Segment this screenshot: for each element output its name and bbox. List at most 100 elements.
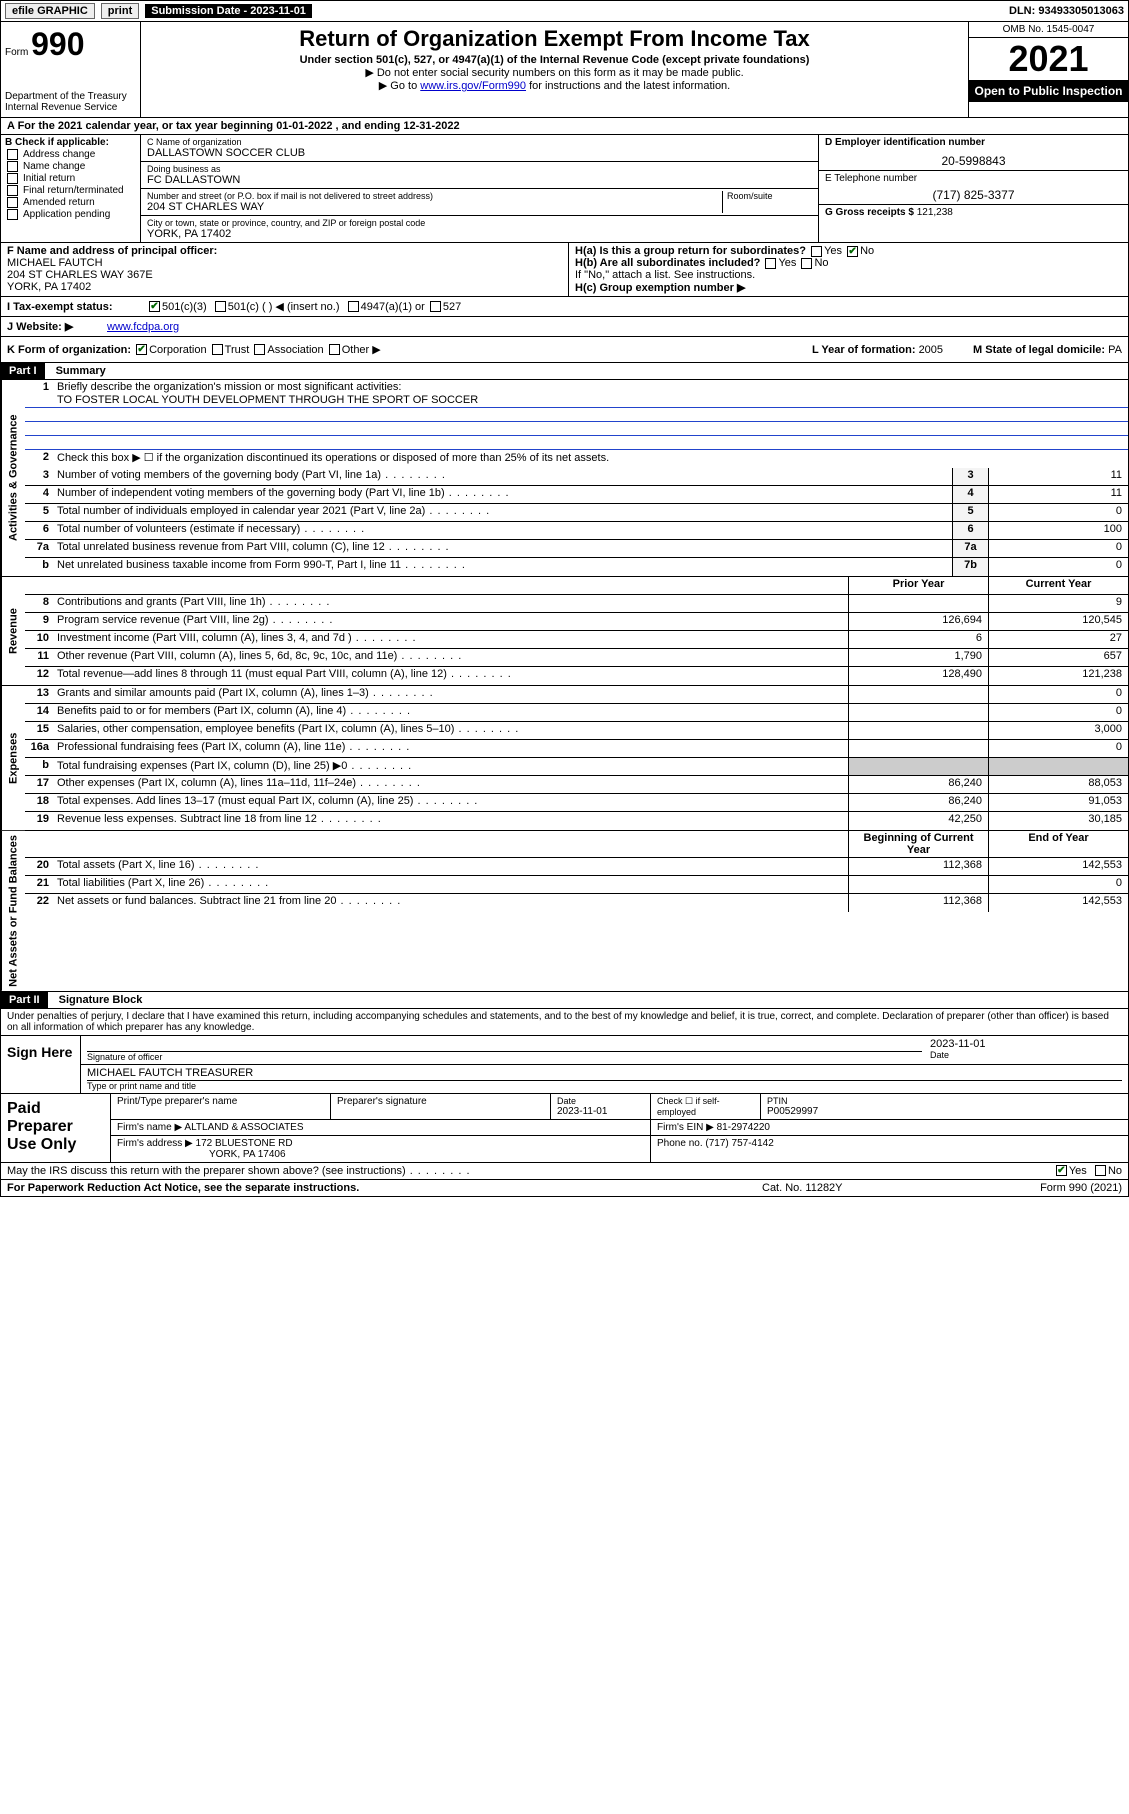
- prior-value: 86,240: [848, 776, 988, 793]
- line-value: 0: [988, 540, 1128, 557]
- ha-yes-checkbox[interactable]: [811, 246, 822, 257]
- line-text: Total assets (Part X, line 16): [53, 858, 848, 875]
- line-num: 9: [25, 613, 53, 630]
- prior-value: 112,368: [848, 858, 988, 875]
- line-num: b: [25, 558, 53, 576]
- prep-date-label: Date: [557, 1096, 644, 1106]
- prep-phone-label: Phone no.: [657, 1138, 703, 1149]
- header-subtitle-1: Under section 501(c), 527, or 4947(a)(1)…: [149, 54, 960, 66]
- end-year-header: End of Year: [988, 831, 1128, 857]
- line-box: 5: [952, 504, 988, 521]
- prep-sig-label: Preparer's signature: [331, 1094, 551, 1119]
- mission-text: TO FOSTER LOCAL YOUTH DEVELOPMENT THROUG…: [25, 394, 1128, 408]
- header-subtitle-3: ▶ Go to www.irs.gov/Form990 for instruct…: [149, 79, 960, 92]
- chk-trust[interactable]: [212, 344, 223, 355]
- current-value: 0: [988, 704, 1128, 721]
- line-box: 3: [952, 468, 988, 485]
- chk-501c3[interactable]: [149, 301, 160, 312]
- ha-no-checkbox[interactable]: [847, 246, 858, 257]
- current-value: 0: [988, 876, 1128, 893]
- page-footer: For Paperwork Reduction Act Notice, see …: [0, 1180, 1129, 1197]
- ein-row: D Employer identification number 20-5998…: [819, 135, 1128, 171]
- website-link[interactable]: www.fcdpa.org: [107, 321, 179, 333]
- chk-application-pending[interactable]: Application pending: [5, 209, 136, 220]
- chk-501c[interactable]: [215, 301, 226, 312]
- chk-initial-return[interactable]: Initial return: [5, 173, 136, 184]
- sig-date-label: Date: [930, 1050, 1122, 1060]
- print-button[interactable]: print: [101, 3, 139, 19]
- chk-corporation[interactable]: [136, 344, 147, 355]
- current-value: 3,000: [988, 722, 1128, 739]
- current-value: 0: [988, 686, 1128, 703]
- header-subtitle-2: ▶ Do not enter social security numbers o…: [149, 66, 960, 79]
- form-label: Form: [5, 47, 28, 58]
- row-i-tax-status: I Tax-exempt status: 501(c)(3) 501(c) ( …: [0, 297, 1129, 317]
- side-revenue: Revenue: [1, 577, 25, 685]
- self-employed-check[interactable]: Check ☐ if self-employed: [651, 1094, 761, 1119]
- prior-value: 1,790: [848, 649, 988, 666]
- summary-line-7a: 7aTotal unrelated business revenue from …: [25, 540, 1128, 558]
- chk-final-return[interactable]: Final return/terminated: [5, 185, 136, 196]
- line-text: Revenue less expenses. Subtract line 18 …: [53, 812, 848, 830]
- prior-value: 128,490: [848, 667, 988, 685]
- chk-name-change[interactable]: Name change: [5, 161, 136, 172]
- dba-name: FC DALLASTOWN: [147, 174, 812, 186]
- prior-value: [848, 595, 988, 612]
- prior-value: [848, 704, 988, 721]
- line-value: 11: [988, 468, 1128, 485]
- row-j-website: J Website: ▶ www.fcdpa.org: [0, 317, 1129, 337]
- irs-link[interactable]: www.irs.gov/Form990: [420, 80, 526, 92]
- rev-header-row: Prior Year Current Year: [25, 577, 1128, 595]
- summary-line-20: 20Total assets (Part X, line 16)112,3681…: [25, 858, 1128, 876]
- row-f-h: F Name and address of principal officer:…: [0, 243, 1129, 297]
- hc-label: H(c) Group exemption number ▶: [575, 282, 745, 294]
- org-name: DALLASTOWN SOCCER CLUB: [147, 147, 812, 159]
- efile-button[interactable]: efile GRAPHIC: [5, 3, 95, 19]
- hb-yes-checkbox[interactable]: [765, 258, 776, 269]
- line-text: Total liabilities (Part X, line 26): [53, 876, 848, 893]
- principal-officer: F Name and address of principal officer:…: [1, 243, 568, 296]
- line-value: 0: [988, 558, 1128, 576]
- declaration-text: Under penalties of perjury, I declare th…: [0, 1009, 1129, 1036]
- irs-yes-checkbox[interactable]: [1056, 1165, 1067, 1176]
- summary-line-8: 8Contributions and grants (Part VIII, li…: [25, 595, 1128, 613]
- summary-line-14: 14Benefits paid to or for members (Part …: [25, 704, 1128, 722]
- line-num: 8: [25, 595, 53, 612]
- line-num: 5: [25, 504, 53, 521]
- chk-4947[interactable]: [348, 301, 359, 312]
- irs-discuss-row: May the IRS discuss this return with the…: [0, 1163, 1129, 1180]
- summary-line-9: 9Program service revenue (Part VIII, lin…: [25, 613, 1128, 631]
- phone-row: E Telephone number (717) 825-3377: [819, 171, 1128, 205]
- line-text: Total number of individuals employed in …: [53, 504, 952, 521]
- sub3-post: for instructions and the latest informat…: [526, 80, 730, 92]
- paid-preparer-block: Paid Preparer Use Only Print/Type prepar…: [0, 1094, 1129, 1163]
- chk-association[interactable]: [254, 344, 265, 355]
- chk-address-change[interactable]: Address change: [5, 149, 136, 160]
- officer-signature-line[interactable]: [87, 1038, 922, 1052]
- gross-receipts-value: 121,238: [917, 207, 953, 218]
- firm-name-value: ALTLAND & ASSOCIATES: [184, 1122, 303, 1133]
- summary-line-21: 21Total liabilities (Part X, line 26)0: [25, 876, 1128, 894]
- line-text: Total expenses. Add lines 13–17 (must eq…: [53, 794, 848, 811]
- current-value: 142,553: [988, 858, 1128, 875]
- chk-other[interactable]: [329, 344, 340, 355]
- line-num: 10: [25, 631, 53, 648]
- summary-line-3: 3Number of voting members of the governi…: [25, 468, 1128, 486]
- current-value: 91,053: [988, 794, 1128, 811]
- chk-527[interactable]: [430, 301, 441, 312]
- part1-revenue: Revenue Prior Year Current Year 8Contrib…: [0, 577, 1129, 686]
- phone-value: (717) 825-3377: [825, 188, 1122, 202]
- dln: DLN: 93493305013063: [1009, 5, 1124, 17]
- hb-no-checkbox[interactable]: [801, 258, 812, 269]
- chk-amended-return[interactable]: Amended return: [5, 197, 136, 208]
- line-text: Investment income (Part VIII, column (A)…: [53, 631, 848, 648]
- prior-value: [848, 740, 988, 757]
- side-governance: Activities & Governance: [1, 380, 25, 576]
- part1-title: Summary: [48, 363, 114, 379]
- prior-value: 126,694: [848, 613, 988, 630]
- line1-num: 1: [25, 380, 53, 394]
- part2-header: Part II Signature Block: [0, 992, 1129, 1009]
- summary-line-15: 15Salaries, other compensation, employee…: [25, 722, 1128, 740]
- irs-no-checkbox[interactable]: [1095, 1165, 1106, 1176]
- prep-phone-value: (717) 757-4142: [705, 1138, 773, 1149]
